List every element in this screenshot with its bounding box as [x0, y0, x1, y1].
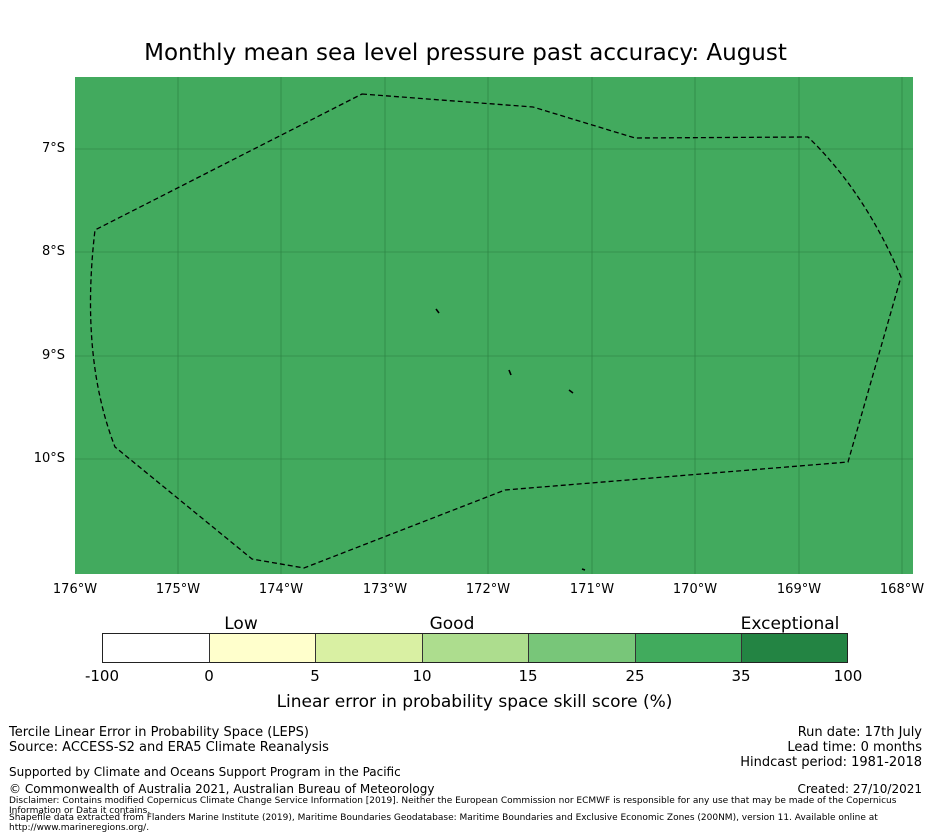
- island: [581, 568, 586, 571]
- graticule: [75, 77, 913, 574]
- colorbar-segment: [316, 634, 423, 662]
- footer-supported: Supported by Climate and Oceans Support …: [9, 765, 401, 779]
- eez-boundary: [89, 93, 902, 569]
- colorbar-segment: [529, 634, 636, 662]
- map-panel: [75, 77, 913, 574]
- lat-label: 9°S: [41, 348, 65, 363]
- lon-label: 176°W: [52, 582, 98, 597]
- lon-label: 171°W: [569, 582, 615, 597]
- colorbar-tick: 15: [518, 667, 538, 685]
- lon-label: 170°W: [672, 582, 718, 597]
- colorbar-tick: 0: [204, 667, 214, 685]
- footer-created: Created: 27/10/2021: [797, 782, 922, 796]
- footer-hindcast: Hindcast period: 1981-2018: [740, 755, 922, 770]
- colorbar-tick: 5: [310, 667, 320, 685]
- footer-disclaimer: Disclaimer: Contains modified Copernicus…: [9, 796, 897, 816]
- legend-category-good: Good: [429, 614, 475, 634]
- colorbar-segment: [103, 634, 210, 662]
- map-title: Monthly mean sea level pressure past acc…: [144, 40, 787, 66]
- lon-label: 169°W: [776, 582, 822, 597]
- lat-label: 10°S: [33, 451, 65, 466]
- footer-method: Tercile Linear Error in Probability Spac…: [9, 725, 309, 740]
- lon-label: 175°W: [155, 582, 201, 597]
- colorbar-segment: [423, 634, 529, 662]
- lat-label: 7°S: [41, 141, 65, 156]
- footer-shapefile-credit: Shapefile data extracted from Flanders M…: [9, 813, 878, 833]
- colorbar-label: Linear error in probability space skill …: [276, 692, 673, 712]
- lon-label: 174°W: [258, 582, 304, 597]
- lon-label: 172°W: [465, 582, 511, 597]
- colorbar: [102, 633, 848, 663]
- lon-label: 173°W: [362, 582, 408, 597]
- colorbar-segment: [742, 634, 847, 662]
- footer-copyright: © Commonwealth of Australia 2021, Austra…: [9, 782, 435, 796]
- footer-lead-time: Lead time: 0 months: [787, 740, 922, 755]
- colorbar-tick: 25: [625, 667, 645, 685]
- lon-label: 168°W: [879, 582, 925, 597]
- colorbar-tick: -100: [84, 667, 120, 685]
- colorbar-segment: [636, 634, 742, 662]
- footer-source: Source: ACCESS-S2 and ERA5 Climate Reana…: [9, 740, 329, 755]
- colorbar-tick: 100: [833, 667, 863, 685]
- colorbar-tick: 35: [731, 667, 751, 685]
- colorbar-segment: [210, 634, 316, 662]
- island: [508, 369, 512, 376]
- lat-label: 8°S: [41, 244, 65, 259]
- legend-category-low: Low: [224, 614, 258, 634]
- colorbar-tick: 10: [412, 667, 432, 685]
- legend-category-exceptional: Exceptional: [740, 614, 840, 634]
- map-svg: [75, 77, 913, 574]
- island: [568, 389, 574, 394]
- footer-run-date: Run date: 17th July: [797, 725, 922, 740]
- island: [435, 308, 440, 314]
